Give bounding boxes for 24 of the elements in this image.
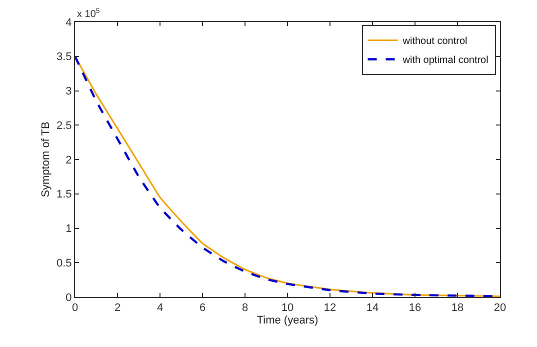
x-tick-label: 2 (114, 302, 121, 314)
x-tick-label: 4 (156, 302, 164, 314)
y-tick-label: 1 (66, 223, 72, 236)
x-tick-label: 20 (494, 302, 506, 314)
x-tick-label: 18 (451, 302, 464, 314)
y-tick-label: 0.5 (56, 257, 72, 270)
x-tick-label: 16 (408, 302, 422, 314)
legend-label: with optimal control (402, 55, 488, 66)
y-tick-label: 4 (66, 16, 72, 29)
x-tick-label: 14 (366, 302, 379, 314)
legend-label: without control (402, 36, 468, 48)
x-tick-label: 12 (324, 302, 336, 314)
y-axis-title: Symptom of TB (40, 122, 52, 198)
x-axis-title: Time (years) (256, 314, 318, 326)
y-tick-label: 2 (66, 154, 72, 166)
y-tick-label: 2.5 (56, 120, 72, 132)
y-tick-label: 0 (66, 292, 72, 304)
y-tick-label: 3 (66, 86, 72, 98)
x-tick-label: 10 (281, 302, 294, 314)
y-tick-label: 3.5 (56, 51, 72, 64)
x-tick-label: 6 (199, 302, 206, 314)
y-tick-label: 1.5 (56, 188, 72, 201)
text: x 10$^{5}$ (77, 8, 100, 20)
x-tick-label: 8 (242, 302, 248, 314)
